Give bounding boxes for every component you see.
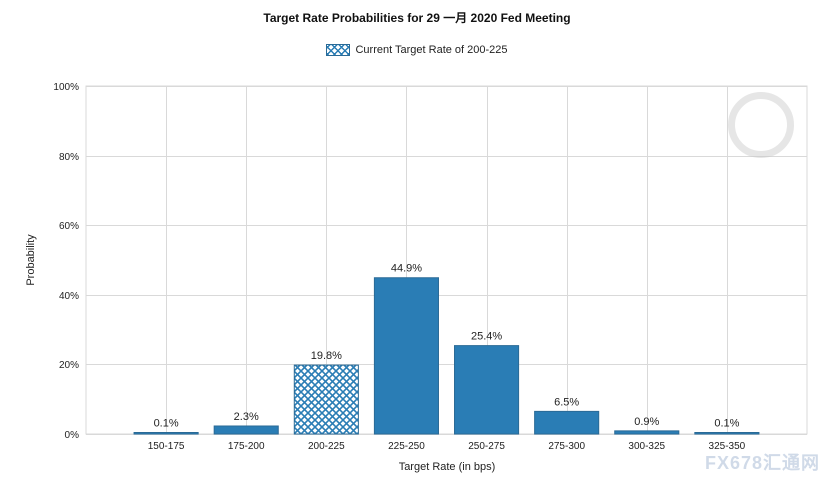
x-tick-label-225-250: 225-250	[388, 441, 425, 452]
y-tick-label: 80%	[59, 152, 79, 163]
bars	[133, 277, 760, 435]
y-tick-label: 60%	[59, 221, 79, 232]
bar-200-225[interactable]	[293, 364, 359, 435]
x-tick-label-250-275: 250-275	[468, 441, 505, 452]
y-tick-label: 20%	[59, 360, 79, 371]
plot-area	[85, 85, 808, 435]
x-tick-label-325-350: 325-350	[709, 441, 746, 452]
watermark: FX678汇通网	[704, 453, 820, 473]
bar-250-275[interactable]	[454, 345, 520, 435]
x-tick-label-175-200: 175-200	[228, 441, 265, 452]
bar-300-325[interactable]	[614, 430, 680, 435]
bar-325-350[interactable]	[694, 432, 760, 435]
legend[interactable]: Current Target Rate of 200-225	[0, 44, 834, 56]
data-label-150-175: 0.1%	[154, 418, 179, 430]
data-label-225-250: 44.9%	[391, 263, 422, 275]
x-tick-label-275-300: 275-300	[548, 441, 585, 452]
grid	[85, 85, 808, 435]
y-axis-title: Probability	[25, 234, 37, 286]
data-label-250-275: 25.4%	[471, 331, 502, 343]
x-tick-label-200-225: 200-225	[308, 441, 345, 452]
legend-label: Current Target Rate of 200-225	[355, 44, 508, 56]
bar-275-300[interactable]	[534, 410, 600, 435]
labels: 0% 20% 40% 60% 80% 100% 0.1% 150-175 2.3% 175-200…	[53, 82, 745, 452]
x-axis-title: Target Rate (in bps)	[399, 461, 496, 473]
data-label-300-325: 0.9%	[634, 416, 659, 428]
data-label-200-225: 19.8%	[311, 350, 342, 362]
bar-175-200[interactable]	[213, 425, 279, 435]
chart-title: Target Rate Probabilities for 29 一月 2020…	[263, 11, 571, 25]
bar-225-250[interactable]	[373, 277, 439, 435]
data-label-175-200: 2.3%	[234, 411, 259, 423]
watermark-logo-icon	[728, 92, 794, 158]
x-tick-label-300-325: 300-325	[628, 441, 665, 452]
x-tick-label-150-175: 150-175	[148, 441, 185, 452]
bar-150-175[interactable]	[133, 432, 199, 435]
data-label-325-350: 0.1%	[714, 418, 739, 430]
y-tick-label: 40%	[59, 291, 79, 302]
data-label-275-300: 6.5%	[554, 396, 579, 408]
legend-swatch	[326, 44, 351, 56]
y-tick-label: 100%	[53, 82, 79, 93]
y-tick-label: 0%	[65, 430, 80, 441]
